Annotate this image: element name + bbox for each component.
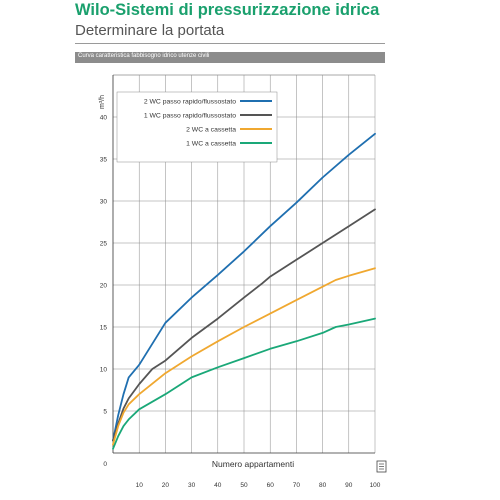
chart-caption: Curva caratteristica fabbisogno idrico u…: [78, 53, 210, 59]
y-tick-label: 10: [100, 367, 108, 374]
series-line-2: [112, 208, 376, 442]
x-tick-label: 90: [345, 482, 353, 489]
chart-caption-bar: Curva caratteristica fabbisogno idrico u…: [75, 52, 385, 63]
legend-label: 1 WC a cassetta: [186, 141, 236, 148]
x-tick-label: 80: [319, 482, 327, 489]
x-axis-label: Numero appartamenti: [212, 459, 294, 469]
series-lines: [112, 132, 376, 450]
y-tick-label: 40: [100, 115, 108, 122]
x-tick-label: 100: [370, 482, 381, 489]
x-tick-label: 20: [162, 482, 170, 489]
legend-label: 1 WC passo rapido/flussostato: [144, 113, 236, 120]
x-tick-label: 30: [188, 482, 196, 489]
x-tick-label: 50: [240, 482, 248, 489]
legend-label: 2 WC passo rapido/flussostato: [144, 99, 236, 106]
y-tick-label: 30: [100, 199, 108, 206]
page-title: Wilo-Sistemi di pressurizzazione idrica: [75, 1, 380, 19]
subtitle-divider: [75, 43, 385, 44]
axes: [112, 75, 375, 454]
tick-labels: 0 5 10 15 20 25 30 35 40 10 20 30 40 50 60 70 80 90 100: [100, 115, 381, 490]
legend-box: [116, 91, 278, 163]
page-subtitle: Determinare la portata: [75, 22, 225, 39]
x-tick-label: 60: [267, 482, 275, 489]
legend: 2 WC passo rapido/flussostato 1 WC passo …: [116, 91, 278, 163]
y-tick-label: 0: [103, 461, 107, 468]
x-tick-label: 40: [214, 482, 222, 489]
y-tick-label: 25: [100, 241, 108, 248]
y-tick-label: 15: [100, 325, 108, 332]
x-tick-label: 70: [293, 482, 301, 489]
y-tick-label: 5: [103, 409, 107, 416]
y-tick-label: 20: [100, 283, 108, 290]
series-line-4: [112, 317, 376, 450]
y-axis-label: m³/h: [99, 95, 106, 109]
series-line-3: [112, 267, 376, 446]
x-tick-label: 10: [136, 482, 144, 489]
series-line-1: [112, 132, 376, 442]
legend-label: 2 WC a cassetta: [186, 127, 236, 134]
y-tick-label: 35: [100, 157, 108, 164]
export-icon: [376, 460, 387, 473]
